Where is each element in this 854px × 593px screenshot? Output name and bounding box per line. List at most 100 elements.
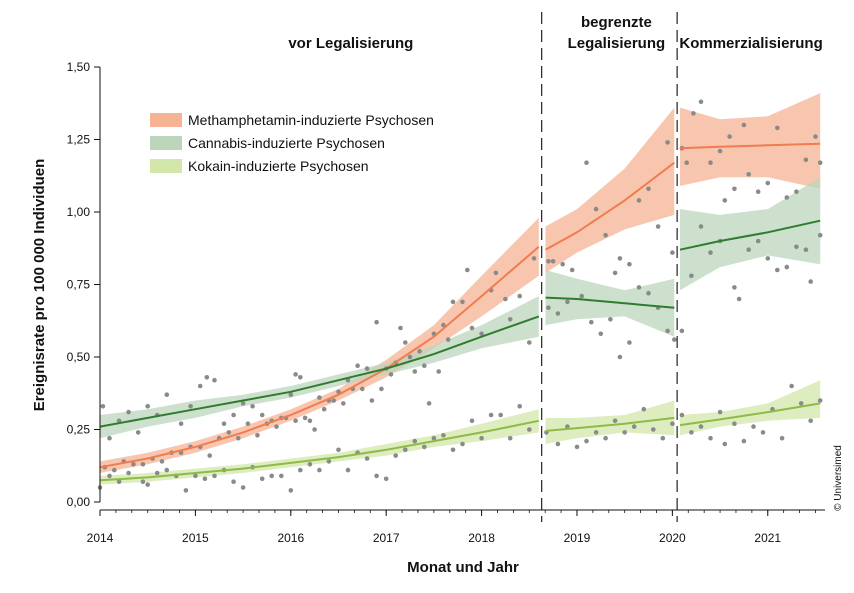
data-point-4 xyxy=(135,430,141,435)
data-point-48 xyxy=(507,317,513,322)
data-point-0 xyxy=(100,404,106,409)
data-point-214 xyxy=(708,435,713,441)
data-point-125 xyxy=(460,441,465,447)
trend-line-series-0-segment-1 xyxy=(545,161,675,251)
data-point-12 xyxy=(212,377,217,383)
data-point-113 xyxy=(345,467,351,473)
data-point-220 xyxy=(760,430,766,435)
y-tick-label: 1,00 xyxy=(67,205,91,219)
data-point-185 xyxy=(746,172,751,177)
data-point-90 xyxy=(126,470,131,476)
data-point-195 xyxy=(689,273,694,279)
data-point-130 xyxy=(507,435,513,441)
data-point-5 xyxy=(145,404,150,409)
data-point-118 xyxy=(393,453,399,458)
x-tick-label: 2015 xyxy=(182,531,209,545)
data-point-75 xyxy=(321,406,327,412)
data-point-17 xyxy=(259,412,265,418)
data-point-1 xyxy=(107,435,112,441)
data-point-149 xyxy=(555,311,561,316)
data-point-208 xyxy=(803,247,809,252)
legend-label-1: Cannabis-induzierte Psychosen xyxy=(188,135,385,151)
data-point-139 xyxy=(603,232,608,238)
period-label-2: Kommerzialisierung xyxy=(679,35,822,52)
period-label-0: vor Legalisierung xyxy=(288,35,413,52)
data-point-205 xyxy=(775,267,780,273)
trend-line-series-0-segment-2 xyxy=(679,142,821,150)
x-tick-label: 2021 xyxy=(754,531,781,545)
data-point-106 xyxy=(279,473,284,479)
data-point-122 xyxy=(431,435,437,441)
data-point-77 xyxy=(341,401,346,406)
data-point-88 xyxy=(107,473,112,479)
data-point-55 xyxy=(131,462,136,467)
data-point-58 xyxy=(159,459,165,464)
x-tick-label: 2020 xyxy=(659,531,686,545)
data-point-123 xyxy=(441,433,446,438)
data-point-166 xyxy=(584,438,589,444)
data-point-213 xyxy=(698,424,704,429)
data-point-50 xyxy=(527,340,532,345)
data-point-42 xyxy=(465,267,470,273)
data-point-89 xyxy=(116,479,122,485)
data-point-131 xyxy=(517,404,522,409)
band-series-2-segment-2 xyxy=(680,380,821,436)
data-point-115 xyxy=(364,456,370,461)
data-point-224 xyxy=(798,401,804,406)
data-point-105 xyxy=(269,473,275,479)
data-point-186 xyxy=(755,189,761,194)
data-point-153 xyxy=(598,331,604,337)
data-point-29 xyxy=(364,366,370,371)
data-point-49 xyxy=(517,293,522,299)
y-tick-label: 1,25 xyxy=(67,133,91,147)
y-tick-label: 0,50 xyxy=(67,350,91,364)
data-point-193 xyxy=(817,160,823,165)
data-point-161 xyxy=(672,337,677,342)
data-point-119 xyxy=(403,447,408,453)
data-point-144 xyxy=(646,186,651,192)
data-point-138 xyxy=(593,206,599,212)
data-point-177 xyxy=(684,160,689,165)
data-point-187 xyxy=(765,180,771,186)
data-point-79 xyxy=(360,386,365,392)
data-point-179 xyxy=(698,99,704,105)
data-point-39 xyxy=(445,337,451,342)
data-point-175 xyxy=(670,421,675,427)
data-point-157 xyxy=(636,285,642,290)
data-point-84 xyxy=(417,348,422,354)
data-point-209 xyxy=(808,279,813,284)
data-point-181 xyxy=(717,148,723,154)
data-point-81 xyxy=(379,386,384,392)
data-point-66 xyxy=(236,435,241,441)
data-point-136 xyxy=(569,267,575,273)
data-point-101 xyxy=(231,479,236,485)
data-point-167 xyxy=(593,430,599,435)
x-tick-label: 2014 xyxy=(87,531,114,545)
data-point-152 xyxy=(589,319,594,325)
data-point-110 xyxy=(317,467,322,473)
trend-line-series-1-segment-0 xyxy=(99,315,540,428)
data-point-218 xyxy=(741,438,747,444)
band-series-0-segment-2 xyxy=(680,93,821,189)
data-point-188 xyxy=(775,125,780,131)
x-tick-label: 2019 xyxy=(564,531,591,545)
data-point-192 xyxy=(813,134,818,139)
y-tick-label: 0,25 xyxy=(67,423,91,437)
period-labels: vor Legalisierung begrenzte Legalisierung K… xyxy=(288,14,822,52)
data-point-3 xyxy=(126,409,131,415)
data-point-7 xyxy=(164,392,170,398)
data-point-24 xyxy=(317,395,322,400)
trend-line-series-2-segment-2 xyxy=(679,402,821,427)
data-point-145 xyxy=(655,224,661,229)
data-point-215 xyxy=(717,409,723,415)
data-point-83 xyxy=(407,354,413,360)
data-point-97 xyxy=(193,473,198,479)
data-point-104 xyxy=(259,476,265,482)
data-point-82 xyxy=(388,372,394,377)
data-point-126 xyxy=(469,418,475,424)
data-point-206 xyxy=(784,264,790,270)
data-point-172 xyxy=(641,406,647,412)
data-point-8 xyxy=(178,421,184,427)
data-point-197 xyxy=(708,250,713,255)
band-series-1-segment-0 xyxy=(100,296,539,439)
